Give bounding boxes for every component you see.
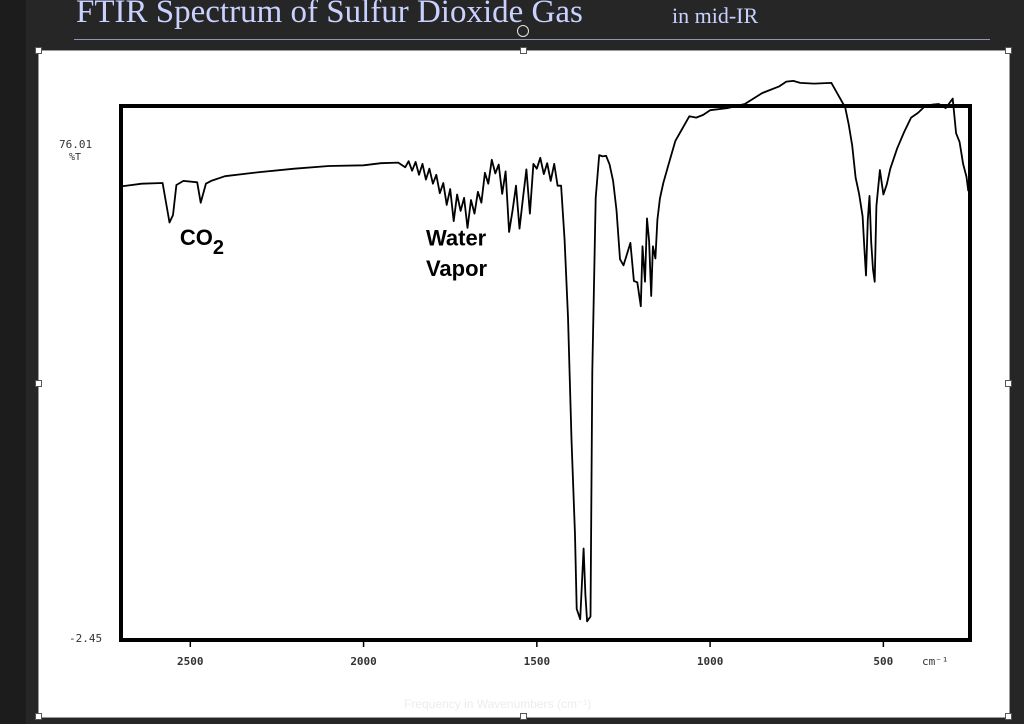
- y-unit-label: %T: [69, 152, 81, 163]
- slide-subtitle[interactable]: in mid-IR: [672, 3, 759, 28]
- spectrum-line: [120, 79, 970, 623]
- x-axis-caption: Frequency in Wavenumbers (cm⁻¹): [404, 697, 592, 711]
- resize-handle-middle-right[interactable]: [1005, 380, 1012, 387]
- y-tick-label-bottom: -2.45: [69, 632, 102, 645]
- resize-handle-top-left[interactable]: [35, 47, 42, 54]
- resize-handle-bottom-center[interactable]: [520, 713, 527, 720]
- slide-title[interactable]: FTIR Spectrum of Sulfur Dioxide Gas: [76, 0, 583, 30]
- resize-handle-bottom-left[interactable]: [35, 713, 42, 720]
- resize-handle-top-right[interactable]: [1005, 47, 1012, 54]
- y-tick-label-top: 76.01: [59, 138, 92, 151]
- window-left-edge: [0, 0, 26, 724]
- ftir-spectrum-chart: 76.01%T -2.45 2500 2000 1500 1000 500 cm⁻¹ CO 2 Wa…: [59, 79, 972, 668]
- annotation-co: CO: [180, 225, 213, 250]
- plot-border: [119, 104, 972, 642]
- resize-handle-bottom-right[interactable]: [1005, 713, 1012, 720]
- x-unit-label: cm⁻¹: [922, 655, 949, 668]
- title-underline: [74, 39, 990, 40]
- slide-title-area: FTIR Spectrum of Sulfur Dioxide Gas in m…: [0, 0, 1024, 44]
- x-tick-label: 2000: [350, 655, 377, 668]
- rotate-handle-icon[interactable]: [517, 25, 529, 37]
- resize-handle-middle-left[interactable]: [35, 380, 42, 387]
- annotation-water: Water: [426, 226, 487, 251]
- annotation-vapor: Vapor: [426, 256, 488, 281]
- annotation-subscript: 2: [213, 237, 224, 259]
- resize-handle-top-center[interactable]: [520, 47, 527, 54]
- x-tick-label: 1500: [524, 655, 551, 668]
- x-tick-label: 2500: [177, 655, 204, 668]
- x-tick-label: 500: [873, 655, 893, 668]
- x-tick-label: 1000: [697, 655, 724, 668]
- spectrum-image-frame[interactable]: 76.01 %T -2.45 2500 2000 1500 1000 500 cm⁻¹ CO 2 Wa…: [38, 50, 1010, 718]
